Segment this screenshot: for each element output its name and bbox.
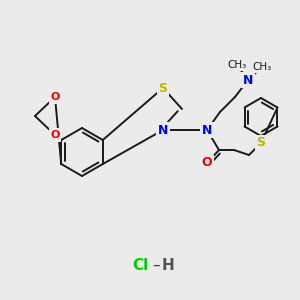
Text: CH₃: CH₃ — [252, 62, 272, 72]
Text: N: N — [158, 124, 168, 136]
Text: N: N — [202, 124, 212, 136]
Text: H: H — [162, 257, 174, 272]
Text: CH₃: CH₃ — [227, 60, 247, 70]
Text: O: O — [50, 130, 60, 140]
Text: N: N — [243, 74, 253, 86]
Text: O: O — [202, 157, 212, 169]
Text: O: O — [50, 92, 60, 102]
Text: –: – — [152, 257, 160, 272]
Text: S: S — [256, 136, 266, 149]
Text: Cl: Cl — [132, 257, 148, 272]
Text: S: S — [158, 82, 167, 94]
